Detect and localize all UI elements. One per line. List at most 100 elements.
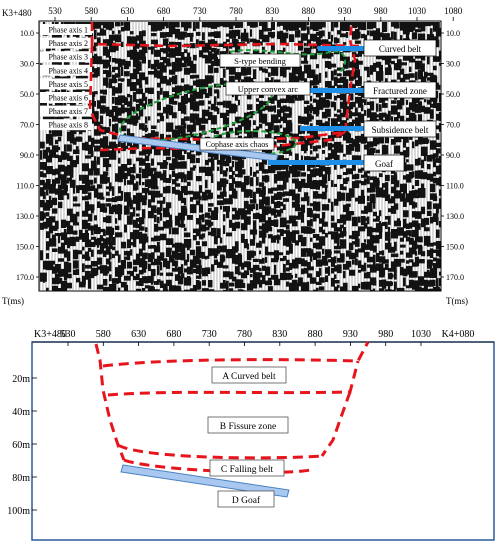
phase-axis-label: Phase axis 7	[40, 105, 92, 117]
top-tick-label: 780	[229, 6, 243, 16]
annotation-s-bending: S-type bending	[219, 53, 301, 68]
svg-text:Goaf: Goaf	[375, 159, 393, 169]
bottom-tick-label: 930	[343, 329, 358, 340]
seismic-frame	[38, 20, 442, 292]
annotation-cophase-chaos: Cophase axis chaos	[199, 137, 275, 151]
right-tick-label: 170.0	[446, 273, 464, 282]
right-axis-unit: T(ms)	[446, 296, 468, 306]
top-tick-label: 1080	[444, 6, 463, 16]
right-tick-label: 130.0	[446, 212, 464, 221]
fissure-top-boundary	[107, 360, 360, 397]
top-station-start: K3+480	[2, 8, 32, 18]
top-tick-label: 1030	[408, 6, 427, 16]
left-axis-unit: T(ms)	[2, 296, 24, 306]
curved-belt-boundary	[102, 341, 370, 368]
svg-text:Phase axis 6: Phase axis 6	[48, 94, 88, 103]
depth-tick-label: 60m	[12, 440, 30, 451]
left-tick-label: 170.0	[16, 273, 34, 282]
svg-text:Phase axis 1: Phase axis 1	[48, 26, 88, 35]
phase-axis-label: Phase axis 6	[40, 92, 92, 103]
top-tick-label: 830	[265, 6, 279, 16]
zone-b-label: B Fissure zone	[207, 416, 289, 434]
depth-tick-label: 80m	[12, 473, 30, 484]
svg-text:A Curved belt: A Curved belt	[222, 372, 276, 382]
svg-text:Phase axis 2: Phase axis 2	[48, 39, 88, 48]
phase-axis-label: Phase axis 2	[40, 37, 92, 49]
svg-text:Phase axis 8: Phase axis 8	[48, 121, 88, 130]
top-tick-label: 680	[157, 6, 171, 16]
left-tick-label: 50.0	[20, 90, 34, 99]
right-tick-label: 150.0	[446, 243, 464, 252]
zone-d-label: D Goaf	[217, 490, 275, 508]
right-tick-label: 30.0	[446, 60, 460, 69]
svg-text:Curved belt: Curved belt	[379, 44, 422, 54]
bottom-tick-label: 830	[272, 329, 287, 340]
s-bending-curve	[229, 49, 347, 73]
right-tick-label: 50.0	[446, 90, 460, 99]
top-tick-label: 730	[193, 6, 207, 16]
svg-text:C Falling belt: C Falling belt	[221, 465, 274, 475]
phase-axis-labels: Phase axis 1 Phase axis 2 Phase axis 3 Phas…	[40, 24, 92, 131]
depth-tick-label: 40m	[12, 407, 30, 418]
top-tick-label: 930	[338, 6, 352, 16]
bottom-tick-label: 980	[378, 329, 393, 340]
zone-a-label: A Curved belt	[211, 366, 287, 384]
phase-axis-label: Phase axis 8	[40, 119, 92, 131]
bottom-tick-label: 680	[166, 329, 181, 340]
top-station-axis: 530 580 630 680 730 780 830 880 930 980 1030 1080	[48, 6, 463, 21]
bottom-tick-label: 630	[131, 329, 146, 340]
bottom-station-axis: 530 580 630 680 730 780 830 880 930 980 1030	[32, 329, 494, 346]
left-tick-label: 30.0	[20, 60, 34, 69]
svg-text:B Fissure zone: B Fissure zone	[220, 422, 276, 432]
top-tick-label: 530	[48, 6, 62, 16]
svg-text:S-type bending: S-type bending	[234, 56, 286, 66]
zone-c-label: C Falling belt	[209, 459, 285, 477]
bottom-tick-label: 580	[96, 329, 111, 340]
svg-text:Subsidence belt: Subsidence belt	[372, 125, 429, 135]
top-tick-label: 980	[374, 6, 388, 16]
falling-top-boundary	[117, 443, 323, 460]
bottom-tick-label: 730	[202, 329, 217, 340]
depth-tick-label: 100m	[7, 506, 30, 517]
depth-tick-label: 20m	[12, 374, 30, 385]
left-tick-label: 150.0	[16, 243, 34, 252]
svg-text:Phase axis 7: Phase axis 7	[48, 107, 88, 116]
bottom-tick-label: 1030	[411, 329, 431, 340]
svg-text:Phase axis 5: Phase axis 5	[48, 80, 88, 89]
phase-axis-label: Phase axis 1	[40, 24, 92, 35]
depth-axis: 20m 40m 60m 80m 100m	[7, 374, 37, 517]
label-curved-belt: Curved belt	[363, 39, 437, 57]
label-fractured-zone: Fractured zone	[363, 81, 437, 99]
right-boundary	[320, 391, 352, 457]
top-tick-label: 630	[121, 6, 135, 16]
left-tick-label: 110.0	[16, 182, 34, 191]
bottom-station-end: K4+080	[442, 329, 475, 340]
bottom-tick-label: 880	[308, 329, 323, 340]
left-tick-label: 10.0	[20, 29, 34, 38]
right-tick-label: 90.0	[446, 151, 460, 160]
svg-text:Cophase axis chaos: Cophase axis chaos	[206, 140, 269, 149]
left-tick-label: 130.0	[16, 212, 34, 221]
seismic-panel: 530 580 630 680 730 780 830 880 930 980 1030 1080 1…	[2, 6, 468, 306]
bottom-station-start: K3+480	[34, 329, 67, 340]
phase-axis-label: Phase axis 3	[40, 51, 92, 63]
left-tick-label: 70.0	[20, 121, 34, 130]
goaf-marker	[268, 160, 366, 165]
label-goaf: Goaf	[363, 154, 405, 172]
phase-axis-label: Phase axis 5	[40, 78, 92, 90]
svg-text:Phase axis 3: Phase axis 3	[48, 53, 88, 62]
interpretation-panel: K3+480 K4+080 530 580 630 680 730 780 830 880 93…	[7, 329, 495, 541]
right-time-axis: 10.0 30.0 50.0 70.0 90.0 110.0 130.0 150.0 170.0	[441, 29, 464, 282]
svg-text:D Goaf: D Goaf	[232, 495, 261, 506]
bottom-tick-label: 780	[237, 329, 252, 340]
top-tick-label: 580	[84, 6, 98, 16]
right-tick-label: 70.0	[446, 121, 460, 130]
chaos-ellipse	[207, 130, 297, 156]
curved-belt-marker	[318, 46, 366, 51]
right-tick-label: 10.0	[446, 29, 460, 38]
phase-axis-label: Phase axis 4	[40, 64, 92, 76]
left-time-axis: 10.0 30.0 50.0 70.0 90.0 110.0 130.0 150.0 170.0	[16, 29, 39, 282]
annotation-upper-convex: Upper convex arc	[225, 81, 311, 96]
left-tick-label: 90.0	[20, 151, 34, 160]
